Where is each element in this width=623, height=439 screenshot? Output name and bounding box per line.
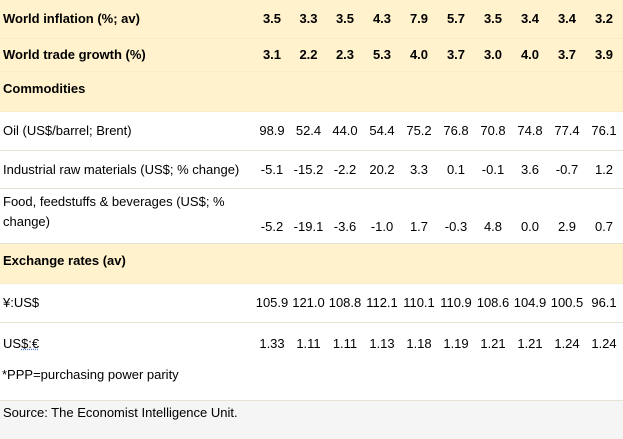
table-cell: 1.19 [437, 322, 475, 365]
table-cell: 3.3 [290, 0, 327, 39]
table-cell: 3.9 [585, 38, 623, 72]
row-label: Industrial raw materials (US$; % change) [0, 150, 254, 189]
table-cell: 5.7 [437, 0, 475, 39]
table-cell: 3.5 [254, 0, 290, 39]
row-label: Oil (US$/barrel; Brent) [0, 111, 254, 151]
table-cell: 1.18 [401, 322, 437, 365]
table-cell: 0.0 [511, 188, 549, 244]
table-cell: 76.8 [437, 111, 475, 151]
table-cell: 7.9 [401, 0, 437, 39]
table-cell: 77.4 [549, 111, 585, 151]
table-cell: 110.9 [437, 283, 475, 323]
table-cell: 5.3 [363, 38, 401, 72]
table-cell: 0.7 [585, 188, 623, 244]
table-cell: -5.2 [254, 188, 290, 244]
section-header-exchange-rates: Exchange rates (av) [0, 243, 623, 284]
section-header-commodities: Commodities [0, 71, 623, 112]
table-row-food-feedstuffs: Food, feedstuffs & beverages (US$; % cha… [0, 188, 623, 244]
table-cell: 70.8 [475, 111, 511, 151]
table-cell: 20.2 [363, 150, 401, 189]
table-row-oil: Oil (US$/barrel; Brent) 98.9 52.4 44.0 5… [0, 111, 623, 151]
table-cell: 1.21 [475, 322, 511, 365]
table-cell: 4.0 [401, 38, 437, 72]
row-label-prefix: US [3, 335, 22, 351]
source-note: Source: The Economist Intelligence Unit. [0, 400, 623, 439]
table-cell: 3.5 [475, 0, 511, 39]
table-cell: 3.2 [585, 0, 623, 39]
table-cell: 4.0 [511, 38, 549, 72]
table-row-industrial-raw-materials: Industrial raw materials (US$; % change)… [0, 150, 623, 189]
table-cell: 96.1 [585, 283, 623, 323]
table-cell: 121.0 [290, 283, 327, 323]
table-cell: 110.1 [401, 283, 437, 323]
table-cell: -0.3 [437, 188, 475, 244]
table-cell: -3.6 [327, 188, 363, 244]
section-title: Exchange rates (av) [0, 243, 623, 284]
table-cell: 44.0 [327, 111, 363, 151]
table-cell: -2.2 [327, 150, 363, 189]
row-label: US$:€ [0, 322, 254, 365]
table-row-usd-eur: US$:€ 1.33 1.11 1.11 1.13 1.18 1.19 1.21… [0, 322, 623, 365]
table-row-yen-usd: ¥:US$ 105.9 121.0 108.8 112.1 110.1 110.… [0, 283, 623, 323]
section-title: Commodities [0, 71, 623, 112]
table-row-world-trade-growth: World trade growth (%) 3.1 2.2 2.3 5.3 4… [0, 38, 623, 72]
footnote-ppp: *PPP=purchasing power parity [0, 364, 623, 400]
table-cell: 4.8 [475, 188, 511, 244]
table-cell: 3.4 [549, 0, 585, 39]
table-cell: -0.7 [549, 150, 585, 189]
table-cell: 54.4 [363, 111, 401, 151]
table-cell: 100.5 [549, 283, 585, 323]
table-cell: 3.6 [511, 150, 549, 189]
table-cell: 3.7 [549, 38, 585, 72]
table-cell: -1.0 [363, 188, 401, 244]
table-cell: 3.1 [254, 38, 290, 72]
table-cell: 108.8 [327, 283, 363, 323]
table-cell: 3.3 [401, 150, 437, 189]
table-cell: 75.2 [401, 111, 437, 151]
row-label: Food, feedstuffs & beverages (US$; % cha… [0, 188, 254, 244]
table-cell: 3.5 [327, 0, 363, 39]
table-cell: -15.2 [290, 150, 327, 189]
table-cell: -0.1 [475, 150, 511, 189]
table-cell: 1.24 [549, 322, 585, 365]
table-cell: -5.1 [254, 150, 290, 189]
table-cell: 1.33 [254, 322, 290, 365]
row-label-underlined: $:€ [21, 335, 40, 351]
row-label: World trade growth (%) [0, 38, 254, 72]
table-cell: 1.11 [327, 322, 363, 365]
table-cell: 1.2 [585, 150, 623, 189]
table-cell: 74.8 [511, 111, 549, 151]
table-row-world-inflation: World inflation (%; av) 3.5 3.3 3.5 4.3 … [0, 0, 623, 39]
table-cell: 3.0 [475, 38, 511, 72]
table-cell: 1.7 [401, 188, 437, 244]
table-cell: 112.1 [363, 283, 401, 323]
table-cell: 98.9 [254, 111, 290, 151]
table-cell: 105.9 [254, 283, 290, 323]
table-cell: 3.4 [511, 0, 549, 39]
table-cell: 1.24 [585, 322, 623, 365]
table-cell: 3.7 [437, 38, 475, 72]
table-cell: 2.2 [290, 38, 327, 72]
table-cell: 4.3 [363, 0, 401, 39]
table-cell: 2.9 [549, 188, 585, 244]
table-cell: 1.21 [511, 322, 549, 365]
table-cell: 104.9 [511, 283, 549, 323]
table-cell: -19.1 [290, 188, 327, 244]
table-cell: 2.3 [327, 38, 363, 72]
forecast-table: World inflation (%; av) 3.5 3.3 3.5 4.3 … [0, 0, 623, 365]
row-label: World inflation (%; av) [0, 0, 254, 39]
table-cell: 76.1 [585, 111, 623, 151]
table-cell: 108.6 [475, 283, 511, 323]
row-label: ¥:US$ [0, 283, 254, 323]
table-cell: 1.13 [363, 322, 401, 365]
table-cell: 0.1 [437, 150, 475, 189]
table-cell: 1.11 [290, 322, 327, 365]
table-cell: 52.4 [290, 111, 327, 151]
